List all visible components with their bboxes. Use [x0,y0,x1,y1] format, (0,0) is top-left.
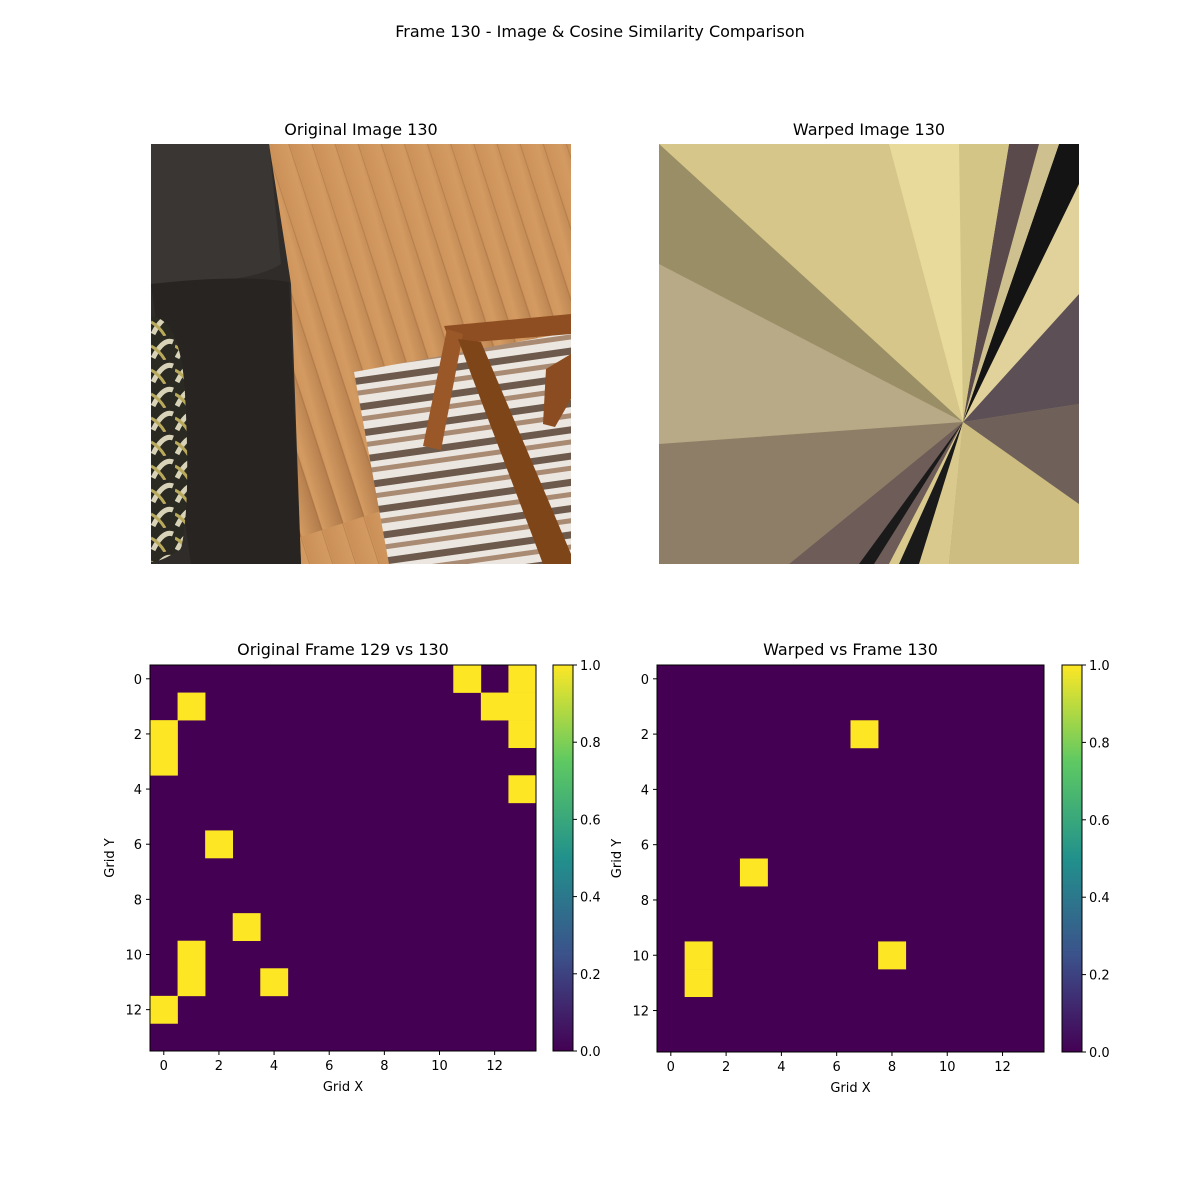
x-tick-label: 4 [270,1059,278,1074]
colorbar-tick-label: 0.8 [580,736,601,751]
heatmap-warped-cell [850,720,879,749]
colorbar-tick-label: 0.4 [1089,891,1110,906]
colorbar-warped [1061,664,1083,1053]
heatmap-warped-frame [656,664,1045,1053]
x-tick-label: 12 [486,1059,503,1074]
warped-image-title: Warped Image 130 [792,120,946,139]
y-tick-label: 10 [125,949,142,964]
y-tick-label: 12 [632,1005,649,1020]
y-tick-label: 8 [134,893,142,908]
heatmap-original-cell [480,692,509,721]
colorbar-original [552,664,574,1052]
heatmap-original-frame [149,664,537,1052]
heatmap-original-title: Original Frame 129 vs 130 [237,640,449,659]
heatmap-original-cell [508,720,537,749]
y-tick-label: 2 [641,728,649,743]
colorbar-tick-label: 0.2 [580,968,601,983]
x-tick-label: 8 [380,1059,388,1074]
heatmap-original-cell [177,968,206,997]
x-axis-label: Grid X [830,1081,870,1096]
original-image-title: Original Image 130 [284,120,438,139]
colorbar-tick-label: 1.0 [580,659,601,674]
heatmap-original-cell [177,692,206,721]
heatmap-warped-title: Warped vs Frame 130 [763,640,938,659]
warped-image [659,144,1079,564]
heatmap-original-cell [260,968,289,997]
y-axis-label: Grid Y [103,838,118,877]
y-tick-label: 0 [134,673,142,688]
heatmap-warped-cell [878,941,907,970]
original-image [151,144,571,564]
colorbar-tick-label: 0.6 [580,813,601,828]
y-tick-label: 0 [641,673,649,688]
y-tick-label: 4 [134,783,142,798]
heatmap-original-cell [150,747,178,776]
x-tick-label: 6 [833,1060,841,1075]
x-tick-label: 0 [667,1060,675,1075]
x-axis-label: Grid X [323,1080,363,1095]
x-tick-label: 8 [888,1060,896,1075]
colorbar-tick-label: 0.2 [1089,969,1110,984]
y-tick-label: 10 [632,949,649,964]
heatmap-original-cell [177,940,206,969]
x-tick-label: 0 [160,1059,168,1074]
x-tick-label: 2 [215,1059,223,1074]
heatmap-original-cell [508,692,537,721]
colorbar-tick-label: 1.0 [1089,659,1110,674]
colorbar-tick-label: 0.8 [1089,736,1110,751]
y-tick-label: 2 [134,728,142,743]
heatmap-original-cell [508,775,537,804]
colorbar-tick-label: 0.6 [1089,814,1110,829]
x-tick-label: 4 [777,1060,785,1075]
x-tick-label: 10 [431,1059,448,1074]
heatmap-warped-cell [684,969,713,998]
heatmap-warped-cell [739,858,768,887]
colorbar-tick-label: 0.4 [580,891,601,906]
colorbar-tick-label: 0.0 [1089,1046,1110,1061]
x-tick-label: 2 [722,1060,730,1075]
heatmap-original-cell [205,830,234,859]
y-tick-label: 4 [641,783,649,798]
y-tick-label: 8 [641,894,649,909]
figure-title: Frame 130 - Image & Cosine Similarity Co… [395,22,805,41]
y-tick-label: 6 [641,839,649,854]
colorbar-tick-label: 0.0 [580,1045,601,1060]
x-tick-label: 10 [939,1060,956,1075]
heatmap-original-cell [150,995,178,1024]
heatmap-original-cell [232,913,261,942]
y-tick-label: 6 [134,838,142,853]
heatmap-original-cell [150,720,178,749]
heatmap-original-cell [508,665,537,693]
heatmap-warped-cell [684,941,713,970]
x-tick-label: 12 [994,1060,1011,1075]
heatmap-original-cell [453,665,482,693]
y-tick-label: 12 [125,1004,142,1019]
y-axis-label: Grid Y [610,839,625,878]
x-tick-label: 6 [325,1059,333,1074]
